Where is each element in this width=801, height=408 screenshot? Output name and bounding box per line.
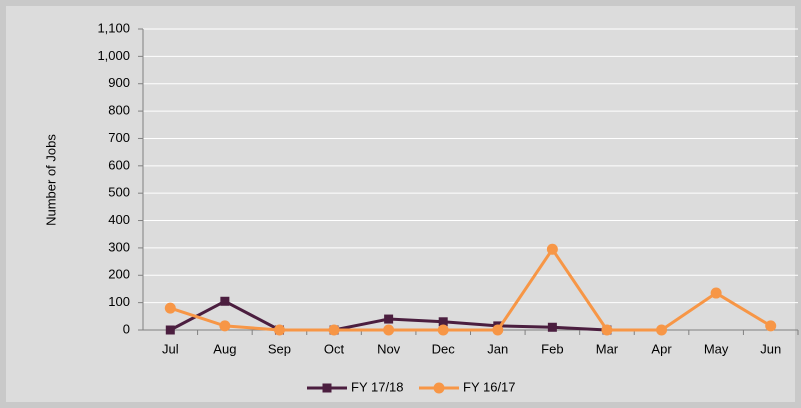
- x-tick-label: Sep: [268, 341, 291, 356]
- y-tick-label: 300: [108, 239, 130, 254]
- y-tick-label: 200: [108, 267, 130, 282]
- series-line: [169, 246, 772, 332]
- x-tick-label: Mar: [596, 341, 619, 356]
- marker: [492, 324, 504, 336]
- y-tick-label: 600: [108, 157, 130, 172]
- marker: [437, 324, 449, 336]
- x-tick-label: Feb: [541, 341, 563, 356]
- x-tick-label: Nov: [377, 341, 401, 356]
- marker: [656, 324, 668, 336]
- marker: [383, 324, 395, 336]
- marker: [384, 314, 394, 324]
- marker: [328, 324, 340, 336]
- marker: [710, 287, 722, 299]
- x-tick-label: Aug: [213, 341, 236, 356]
- marker: [546, 243, 558, 255]
- legend-label: FY 16/17: [463, 379, 516, 394]
- x-tick-label: Jun: [760, 341, 781, 356]
- marker: [164, 302, 176, 314]
- y-tick-label: 800: [108, 103, 130, 118]
- marker: [433, 382, 445, 394]
- y-axis-label: Number of Jobs: [43, 134, 58, 226]
- x-tick-label: Dec: [432, 341, 456, 356]
- marker: [601, 324, 613, 336]
- y-tick-label: 100: [108, 294, 130, 309]
- y-tick-label: 500: [108, 185, 130, 200]
- y-tick-label: 0: [123, 321, 130, 336]
- marker: [219, 320, 231, 332]
- x-tick-label: May: [704, 341, 729, 356]
- y-tick-label: 700: [108, 130, 130, 145]
- marker: [765, 320, 777, 332]
- marker: [220, 296, 230, 306]
- marker: [547, 322, 557, 332]
- marker: [165, 325, 175, 335]
- y-tick-label: 400: [108, 212, 130, 227]
- legend-label: FY 17/18: [351, 379, 404, 394]
- y-tick-label: 900: [108, 75, 130, 90]
- chart-background: [6, 6, 795, 402]
- x-tick-label: Jul: [162, 341, 179, 356]
- x-tick-label: Jan: [487, 341, 508, 356]
- marker: [322, 383, 332, 393]
- x-tick-label: Apr: [651, 341, 672, 356]
- marker: [273, 324, 285, 336]
- marker: [438, 317, 448, 327]
- y-tick-label: 1,000: [97, 48, 130, 63]
- y-tick-label: 1,100: [97, 20, 130, 35]
- x-tick-label: Oct: [324, 341, 345, 356]
